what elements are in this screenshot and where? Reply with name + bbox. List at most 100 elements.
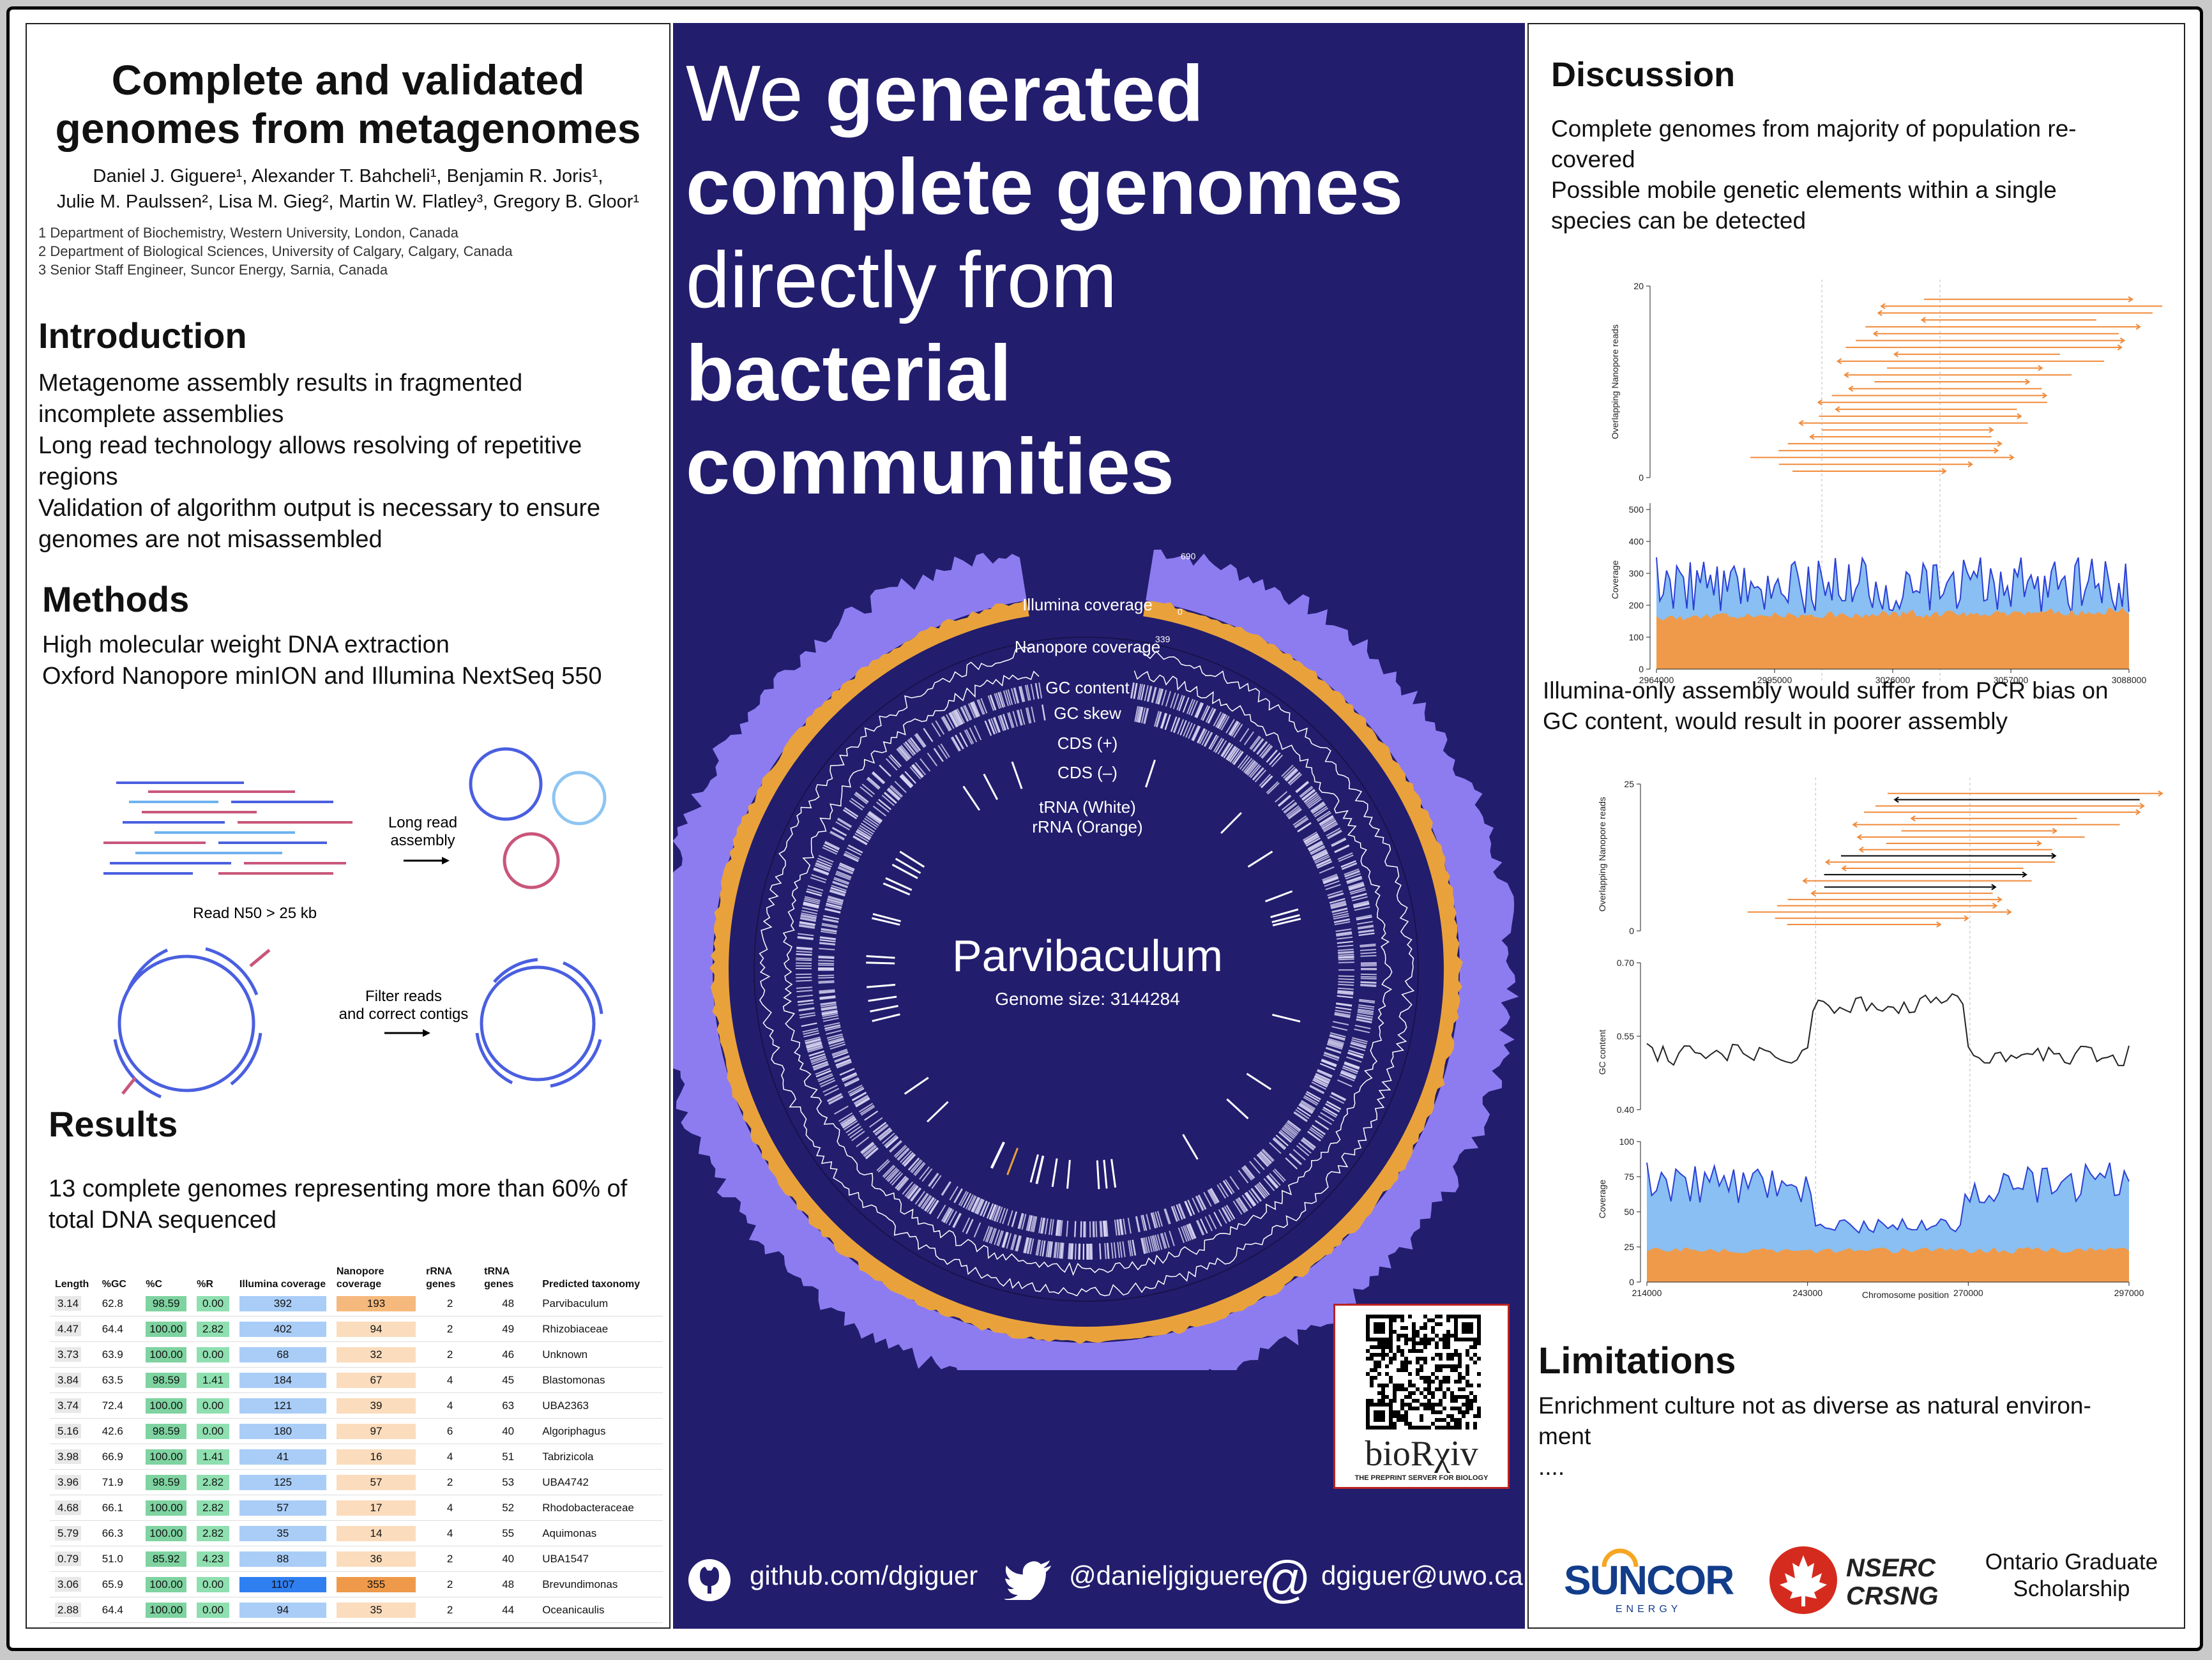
axis-tick-label: 400: [1629, 536, 1644, 547]
table-row: 4.47 64.4 100.00 2.82 402 94 2 49 Rhizobiaceae: [50, 1316, 663, 1342]
table-cell-value: 64.4: [102, 1603, 123, 1616]
table-header-cell: Nanopore coverage: [336, 1266, 384, 1290]
email-link[interactable]: dgiguer@uwo.ca: [1321, 1560, 1523, 1590]
twitter-icon: [1004, 1560, 1051, 1600]
table-cell-value: 6: [446, 1424, 453, 1437]
table-cell-value: 0.00: [197, 1347, 229, 1362]
table-cell-value: 2: [446, 1578, 453, 1590]
headline-word-bold: generated: [825, 50, 1204, 138]
table-cell: Rhizobiaceae: [537, 1316, 663, 1342]
axis-tick-label: 25: [1624, 779, 1634, 789]
table-cell-value: 97: [336, 1423, 416, 1439]
headline-word: We: [686, 50, 826, 138]
table-cell: 44: [479, 1597, 538, 1623]
table-cell-value: 4: [446, 1450, 453, 1463]
genome-size: Genome size: 3144284: [995, 989, 1180, 1009]
table-header-cell: %R: [197, 1279, 213, 1290]
axis-tick-label: 3088000: [2112, 675, 2147, 685]
table-cell-value: 2.82: [197, 1500, 229, 1516]
table-row: 3.98 66.9 100.00 1.41 41 16 4 51 Tabrizicola: [50, 1444, 663, 1470]
table-cell: 72.4: [96, 1392, 141, 1419]
discussion-line: Complete genomes from majority of popula…: [1551, 116, 2077, 142]
table-cell-value: 100.00: [146, 1398, 187, 1414]
table-cell-value: 66.3: [102, 1527, 123, 1539]
axis-tick-label: 297000: [2114, 1288, 2144, 1298]
table-cell: 0.00: [192, 1291, 234, 1317]
maple-leaf-icon: [1769, 1546, 1837, 1614]
table-cell: 94: [234, 1597, 331, 1623]
figure-2-gc-plot: Overlapping Nanopore reads GC content Co…: [1597, 778, 2163, 1300]
n50-label: Read N50 > 25 kb: [193, 905, 317, 922]
github-link[interactable]: github.com/dgiguer: [750, 1560, 978, 1590]
table-cell-value: 45: [502, 1373, 515, 1386]
table-cell-value: 2: [446, 1552, 453, 1565]
headline: We generated complete genomes directly f…: [686, 47, 1403, 513]
table-cell-value: 100.00: [146, 1449, 187, 1465]
table-cell-value: 49: [502, 1322, 515, 1335]
table-cell-value: 2.88: [55, 1602, 82, 1617]
table-cell-value: 48: [502, 1578, 515, 1590]
table-cell-value: 85.92: [146, 1551, 187, 1567]
qr-code-icon[interactable]: [1347, 1315, 1500, 1430]
table-cell: 2: [421, 1316, 480, 1342]
filter-label-1: Filter reads: [365, 988, 442, 1005]
table-row: 3.96 71.9 98.59 2.82 125 57 2 53 UBA4742: [50, 1469, 663, 1495]
table-cell-value: Unknown: [542, 1348, 588, 1361]
table-cell: 1.41: [192, 1367, 234, 1393]
table-cell: 98.59: [140, 1469, 192, 1495]
table-cell: 2: [421, 1291, 480, 1317]
table-cell: 51: [479, 1444, 538, 1470]
table-cell: 100.00: [140, 1444, 192, 1470]
table-cell-value: 88: [239, 1551, 326, 1567]
table-cell: 2.88: [50, 1597, 97, 1623]
table-cell-value: 402: [239, 1321, 326, 1337]
table-cell-value: 98.59: [146, 1295, 187, 1311]
table-cell-value: Parvibaculum: [542, 1297, 609, 1309]
table-cell-value: 36: [336, 1551, 416, 1567]
intro-line: regions: [38, 464, 118, 490]
headline-word-bold: bacterial: [686, 329, 1012, 418]
headline-word-bold: complete genomes: [686, 143, 1404, 231]
table-cell: 32: [331, 1341, 421, 1368]
table-cell: 0.79: [50, 1546, 97, 1572]
table-cell: 100.00: [140, 1341, 192, 1368]
table-cell-value: Blastomonas: [542, 1373, 605, 1386]
table-cell-value: 94: [336, 1321, 416, 1337]
results-heading: Results: [49, 1104, 178, 1144]
fig2-ylabel-gc: GC content: [1597, 1029, 1607, 1075]
left-panel: Complete and validated genomes from meta…: [26, 23, 670, 1629]
table-header-row: Length %GC %C %R Illumina coverage Nanopore c…: [50, 1251, 663, 1291]
twitter-handle[interactable]: @danieljgiguere: [1069, 1560, 1264, 1590]
table-cell: 2.82: [192, 1469, 234, 1495]
intro-line: incomplete assemblies: [38, 401, 284, 428]
table-cell: 121: [234, 1392, 331, 1419]
table-cell-value: 65.9: [102, 1578, 123, 1590]
table-cell: 402: [234, 1316, 331, 1342]
limitations-line: ment: [1538, 1423, 1591, 1449]
fig2-ylabel-reads: Overlapping Nanopore reads: [1597, 797, 1607, 912]
right-panel: Discussion Complete genomes from majorit…: [1527, 23, 2185, 1629]
table-cell: 100.00: [140, 1597, 192, 1623]
biorxiv-qr-box[interactable]: bioRχiv THE PREPRINT SERVER FOR BIOLOGY: [1333, 1304, 1510, 1489]
table-cell: 125: [234, 1469, 331, 1495]
axis-tick-label: 100: [1629, 632, 1644, 642]
table-cell: 41: [234, 1444, 331, 1470]
ogs-line: Scholarship: [2013, 1576, 2130, 1601]
table-cell-value: 0.79: [55, 1551, 82, 1566]
table-cell: 355: [331, 1571, 421, 1597]
table-cell: 1107: [234, 1571, 331, 1597]
table-cell-value: 57: [336, 1474, 416, 1490]
table-cell-value: Rhizobiaceae: [542, 1322, 609, 1335]
axis-tick-label: 0.70: [1617, 958, 1634, 968]
headline-line-3: directly from: [686, 236, 1117, 324]
table-cell: 4.68: [50, 1495, 97, 1521]
table-header-cell: tRNA genes: [484, 1266, 514, 1290]
track-label-illumina: Illumina coverage: [1022, 595, 1153, 614]
table-cell: 0.00: [192, 1571, 234, 1597]
table-cell: Brevundimonas: [537, 1571, 663, 1597]
table-cell: 16: [331, 1444, 421, 1470]
table-header-cell: Predicted taxonomy: [542, 1279, 640, 1290]
table-cell-value: 184: [239, 1372, 326, 1388]
long-read-label-2: assembly: [390, 832, 455, 849]
table-cell: 40: [479, 1418, 538, 1444]
